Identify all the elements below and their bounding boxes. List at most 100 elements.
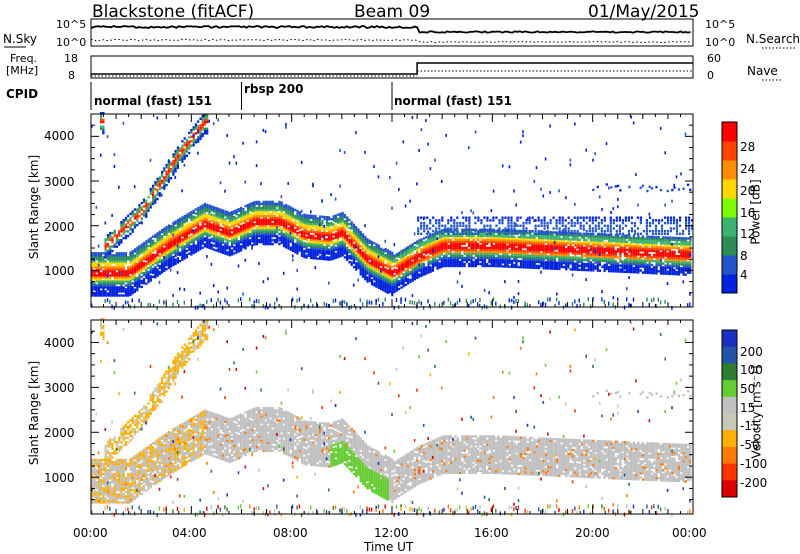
power-cell <box>122 272 125 275</box>
power-cell <box>504 255 507 258</box>
power-cell <box>109 282 112 285</box>
power-cell <box>285 203 288 207</box>
power-cell <box>136 270 139 274</box>
power-scatter <box>210 262 213 266</box>
power-cell <box>172 223 175 227</box>
power-cell <box>499 232 502 236</box>
power-scatter <box>533 219 536 223</box>
power-cell <box>488 238 491 242</box>
power-cell <box>355 242 358 245</box>
power-cell <box>269 220 272 224</box>
power-cell <box>461 240 464 244</box>
power-cell <box>217 217 220 221</box>
power-cell <box>131 258 134 261</box>
power-cell <box>321 243 324 247</box>
power-cell <box>524 252 527 255</box>
power-cell <box>185 229 188 233</box>
power-cell <box>217 229 220 233</box>
power-cell <box>510 237 514 240</box>
power-cell <box>285 226 288 229</box>
power-cell <box>131 221 134 224</box>
power-cell <box>242 242 245 245</box>
power-cell <box>97 268 100 271</box>
power-cell <box>474 260 477 264</box>
power-cell <box>384 280 387 283</box>
power-cell <box>483 260 486 264</box>
power-cell <box>158 246 161 250</box>
power-cell <box>183 155 186 158</box>
power-cell <box>113 232 116 235</box>
power-cell <box>251 240 254 243</box>
power-cell <box>122 232 125 235</box>
power-cell <box>104 270 107 273</box>
power-cell <box>305 222 308 225</box>
power-scatter <box>242 141 244 145</box>
power-cell <box>449 252 453 256</box>
power-cell <box>201 206 204 209</box>
power-cell <box>233 242 236 245</box>
power-cell <box>138 281 141 284</box>
power-cell <box>420 262 423 265</box>
power-cell <box>524 232 527 235</box>
power-cell <box>255 210 258 214</box>
power-cell <box>246 207 249 211</box>
power-cell <box>131 260 134 263</box>
power-cell <box>179 239 182 243</box>
power-cell <box>373 276 376 279</box>
power-cell <box>271 230 274 234</box>
power-cell <box>287 247 290 250</box>
power-cell <box>285 234 288 237</box>
power-cell <box>111 256 114 259</box>
power-cell <box>197 217 200 220</box>
power-cell <box>122 266 125 269</box>
power-cell <box>273 228 277 232</box>
power-cell <box>346 236 349 239</box>
power-cell <box>199 217 202 221</box>
power-cell <box>156 182 159 185</box>
power-cell <box>312 242 315 246</box>
power-cell <box>461 238 464 242</box>
power-cell <box>486 248 489 252</box>
power-cell <box>447 244 450 248</box>
power-scatter <box>217 290 219 294</box>
power-cell <box>359 255 362 258</box>
power-cell <box>170 263 173 266</box>
power-cell <box>208 206 211 209</box>
power-cell <box>483 234 486 237</box>
power-cell <box>434 264 437 267</box>
power-cell <box>375 267 378 270</box>
power-cell <box>529 260 532 263</box>
power-cell <box>111 284 114 287</box>
power-cell <box>235 211 238 214</box>
power-cell <box>325 226 328 229</box>
power-cell <box>172 166 175 170</box>
power-cell <box>316 239 319 242</box>
power-cell <box>300 222 304 225</box>
power-cell <box>104 276 107 279</box>
power-cell <box>411 251 414 254</box>
power-cell <box>486 262 489 266</box>
power-cell <box>409 262 412 266</box>
power-cell <box>352 255 356 259</box>
power-cell <box>285 230 288 233</box>
power-cell <box>359 273 362 276</box>
power-cell <box>332 257 335 260</box>
power-cell <box>203 243 207 246</box>
power-cell <box>481 228 484 231</box>
power-cell <box>217 250 220 253</box>
power-cell <box>131 230 134 233</box>
power-cell <box>355 250 358 253</box>
power-scatter <box>176 271 179 274</box>
power-cell <box>282 242 286 246</box>
power-cell <box>174 230 177 233</box>
power-cell <box>120 270 123 273</box>
power-cell <box>167 236 170 239</box>
power-cell <box>183 225 186 228</box>
power-cell <box>443 240 446 244</box>
power-cell <box>404 273 407 276</box>
power-cell <box>203 116 207 119</box>
power-cell <box>361 243 365 246</box>
power-cell <box>152 253 155 256</box>
power-cell <box>517 247 520 251</box>
power-cell <box>544 249 547 252</box>
